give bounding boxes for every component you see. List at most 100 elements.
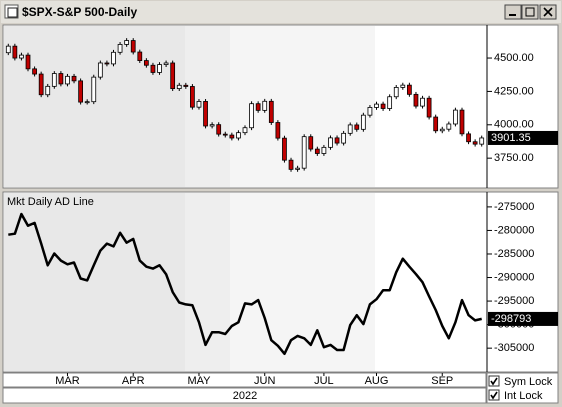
- y-tick-label: 4500.00: [494, 52, 534, 64]
- candle-body: [236, 132, 241, 139]
- candle-body: [420, 97, 425, 107]
- candle-body: [196, 101, 202, 108]
- candle-body: [58, 73, 64, 85]
- candle-body: [321, 146, 327, 154]
- y-tick-label: -280000: [494, 224, 534, 236]
- x-tick-label: JUL: [314, 375, 334, 387]
- candle-body: [97, 62, 103, 78]
- candle-body: [393, 87, 399, 98]
- candle-body: [45, 85, 51, 96]
- candle-body: [71, 75, 77, 82]
- candle-body: [176, 84, 182, 90]
- candle-body: [413, 93, 419, 107]
- candle-body: [137, 51, 143, 61]
- candle-body: [301, 136, 307, 169]
- candle-body: [282, 137, 287, 161]
- candle-body: [328, 137, 333, 148]
- candle-body: [51, 73, 57, 87]
- x-tick-label: MAY: [187, 375, 211, 387]
- candle-body: [84, 101, 90, 104]
- candle-body: [104, 62, 110, 65]
- y-tick-label: -295000: [494, 295, 534, 307]
- x-axis-year: 2022: [233, 390, 257, 402]
- candle-body: [170, 62, 176, 90]
- candle-body: [183, 84, 189, 87]
- candle-body: [380, 103, 386, 109]
- int-lock-checkbox[interactable]: [488, 389, 500, 401]
- candle-body: [341, 132, 347, 144]
- candle-body: [479, 137, 485, 145]
- candle-body: [5, 45, 11, 54]
- candle-body: [426, 97, 432, 118]
- candle-body: [262, 100, 268, 111]
- candle-body: [334, 137, 340, 144]
- candle-body: [459, 109, 465, 135]
- candle-body: [38, 73, 44, 96]
- candle-body: [439, 128, 445, 132]
- app-icon-inner: [7, 7, 18, 18]
- shade: [4, 26, 185, 187]
- candle-body: [249, 103, 254, 129]
- candle-body: [466, 133, 471, 143]
- candle-body: [387, 96, 393, 109]
- last-value-label: 3901.35: [491, 132, 531, 144]
- candle-body: [407, 84, 412, 95]
- year-band: [2, 387, 487, 404]
- candle-body: [472, 141, 478, 145]
- minimize-button[interactable]: [504, 4, 522, 20]
- shade: [185, 193, 230, 371]
- title-bar: [1, 1, 561, 23]
- candle-body: [222, 133, 228, 136]
- candle-body: [32, 68, 37, 75]
- candle-body: [19, 54, 24, 59]
- candle-body: [347, 124, 353, 134]
- candle-body: [143, 60, 149, 66]
- candle-body: [400, 84, 406, 88]
- y-tick-label: -305000: [494, 342, 534, 354]
- candle-body: [150, 64, 156, 73]
- x-tick-label: APR: [122, 375, 145, 387]
- candle-body: [203, 101, 208, 127]
- last-value-label: -298793: [491, 313, 531, 325]
- shade: [4, 193, 185, 371]
- x-tick-label: SEP: [431, 375, 453, 387]
- candle-body: [111, 51, 116, 65]
- candle-body: [209, 124, 215, 127]
- candle-body: [91, 76, 97, 103]
- candle-body: [354, 124, 360, 130]
- candle-body: [242, 127, 248, 134]
- candle-body: [229, 134, 235, 139]
- candle-body: [360, 114, 366, 130]
- checkmark: [490, 377, 498, 386]
- y-tick-label: 4250.00: [494, 85, 534, 97]
- app-icon: [4, 4, 19, 19]
- candle-body: [314, 148, 320, 154]
- shade: [230, 193, 375, 371]
- y-tick-label: -285000: [494, 248, 534, 260]
- candle-body: [216, 124, 222, 135]
- y-tick-label: -290000: [494, 271, 534, 283]
- candle-body: [163, 62, 169, 65]
- window-buttons: [504, 4, 557, 20]
- candle-body: [12, 45, 18, 59]
- x-tick-label: MAR: [55, 375, 80, 387]
- candle-body: [157, 64, 162, 73]
- candle-body: [374, 103, 379, 108]
- x-tick-label: JUN: [254, 375, 275, 387]
- close-icon: [543, 7, 553, 17]
- candle-body: [433, 116, 439, 132]
- ad-line: [8, 212, 482, 356]
- candle-body: [255, 103, 261, 111]
- candle-body: [268, 100, 274, 123]
- panel-title: Mkt Daily AD Line: [7, 196, 94, 208]
- sym-lock-checkbox[interactable]: [488, 375, 500, 387]
- y-tick-label: -275000: [494, 201, 534, 213]
- x-tick-label: AUG: [365, 375, 389, 387]
- y-tick-label: 4000.00: [494, 119, 534, 131]
- window-title: $SPX-S&P 500-Daily: [22, 5, 137, 19]
- candle-body: [124, 40, 130, 45]
- candle-body: [446, 123, 452, 130]
- maximize-button[interactable]: [521, 4, 539, 20]
